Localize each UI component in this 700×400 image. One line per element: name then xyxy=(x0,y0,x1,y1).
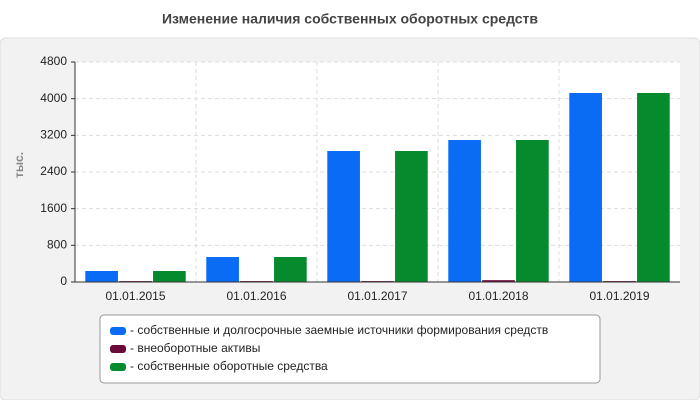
x-tick-label: 01.01.2016 xyxy=(226,289,286,303)
legend xyxy=(99,314,601,384)
legend-swatch xyxy=(110,345,126,353)
x-tick-label: 01.01.2018 xyxy=(468,289,528,303)
legend-swatch xyxy=(110,327,126,335)
bar xyxy=(85,271,118,282)
bar xyxy=(206,257,239,282)
y-tick-label: 800 xyxy=(47,238,67,252)
y-tick-label: 2400 xyxy=(40,164,67,178)
chart-title: Изменение наличия собственных оборотных … xyxy=(162,11,538,27)
legend-label: - собственные и долгосрочные заемные ист… xyxy=(130,323,548,337)
bar xyxy=(482,280,515,282)
bar xyxy=(448,140,481,282)
bar xyxy=(637,92,670,282)
legend-swatch xyxy=(110,363,126,371)
bar xyxy=(153,271,186,282)
bar xyxy=(327,151,360,282)
legend-label: - внеоборотные активы xyxy=(130,341,260,355)
bar xyxy=(569,92,602,282)
legend-label: - собственные оборотные средства xyxy=(130,359,328,373)
y-tick-label: 4800 xyxy=(40,54,67,68)
bar xyxy=(395,151,428,282)
x-tick-label: 01.01.2015 xyxy=(105,289,165,303)
y-axis-label: тыс. xyxy=(12,152,26,178)
bar xyxy=(516,140,549,282)
x-tick-label: 01.01.2017 xyxy=(347,289,407,303)
y-tick-label: 4000 xyxy=(40,91,67,105)
y-tick-label: 3200 xyxy=(40,128,67,142)
bar xyxy=(274,257,307,282)
x-tick-label: 01.01.2019 xyxy=(589,289,649,303)
y-tick-label: 1600 xyxy=(40,201,67,215)
y-tick-label: 0 xyxy=(60,274,67,288)
